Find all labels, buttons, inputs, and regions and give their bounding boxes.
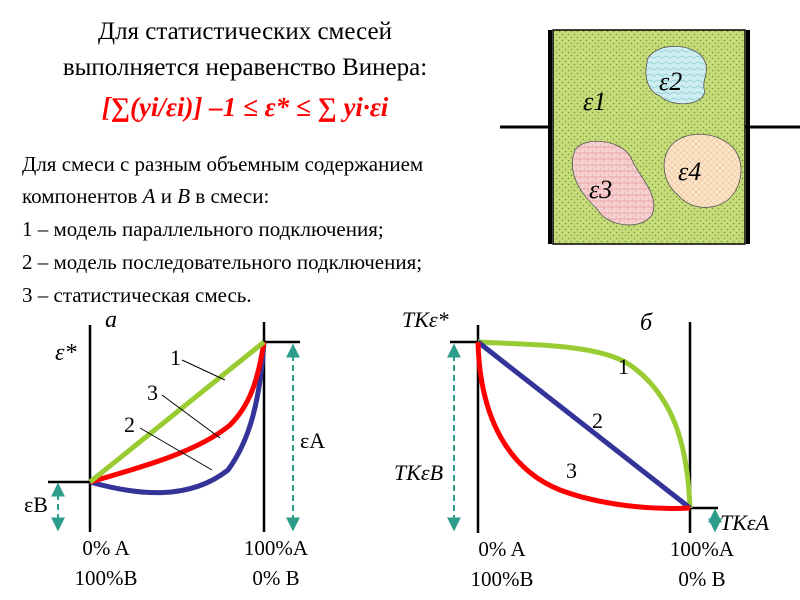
label-e3: ε3	[589, 175, 612, 204]
wiener-inequality: [∑(yi/εi)] –1 ≤ ε* ≤ ∑ yi∙εi	[101, 92, 389, 122]
description-line-2: компонентов A и B в смеси:	[22, 184, 270, 208]
label-e1: ε1	[583, 87, 606, 116]
chart-a-y-label: ε*	[55, 340, 76, 366]
component-a: A	[142, 184, 156, 208]
chart-a-curve-2	[89, 341, 267, 496]
chart-b-tkeb: TKεB	[394, 460, 443, 485]
chart-b-label-3: 3	[566, 458, 577, 483]
chart-b-curve-1	[477, 339, 693, 509]
chart-a-label-3: 3	[147, 380, 158, 405]
chart-b-x-right-1: 100%A	[670, 537, 735, 561]
chart-b-x-left-2: 100%B	[471, 567, 534, 591]
description-line-1: Для смеси с разным объемным содержанием	[22, 152, 424, 176]
label-e2: ε2	[659, 67, 682, 96]
chart-a-panel-label: а	[105, 307, 117, 333]
chart-a-eb: εB	[24, 492, 48, 517]
chart-a-x-right-2: 0% B	[252, 566, 299, 590]
description-item-2: 2 – модель последовательного подключения…	[22, 250, 423, 274]
chart-b-tkea: TKεA	[720, 510, 770, 535]
description-item-1: 1 – модель параллельного подключения;	[22, 217, 384, 241]
chart-b-curve-2	[476, 340, 692, 510]
chart-b-label-1: 1	[618, 354, 629, 379]
chart-a-x-right-1: 100%A	[244, 536, 309, 560]
chart-a-ea: εA	[300, 428, 325, 453]
chart-a-x-left-1: 0% A	[82, 536, 130, 560]
chart-b-x-left-1: 0% A	[478, 537, 526, 561]
title-line-1: Для статистических смесей	[98, 18, 392, 45]
inclusion-e4	[663, 133, 742, 208]
chart-b-label-2: 2	[592, 408, 603, 433]
component-b: B	[177, 184, 191, 208]
title-line-2: выполняется неравенство Винера:	[62, 54, 428, 81]
chart-a-curve-1	[88, 340, 266, 484]
description-item-3: 3 – статистическая смесь.	[22, 283, 252, 307]
inclusion-e3	[571, 141, 655, 226]
chart-a-label-2: 2	[124, 412, 135, 437]
chart-b-y-label: TKε*	[402, 307, 449, 332]
inclusion-e2	[645, 45, 707, 105]
chart-b-x-right-2: 0% B	[678, 567, 725, 591]
chart-a-x-left-2: 100%B	[75, 566, 138, 590]
chart-b-panel-label: б	[640, 310, 653, 336]
label-e4: ε4	[678, 157, 701, 186]
chart-b-curve-3	[475, 341, 691, 511]
chart-a-curve-3	[89, 341, 267, 485]
chart-a-label-1: 1	[170, 345, 181, 370]
